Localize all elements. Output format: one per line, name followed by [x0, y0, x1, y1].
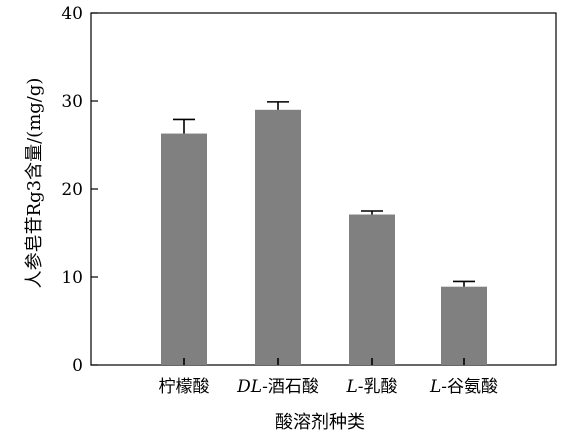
bar	[441, 286, 487, 365]
error-bar	[267, 101, 289, 110]
bars	[161, 109, 487, 365]
y-tick-label: 30	[61, 92, 83, 112]
y-tick-label: 20	[61, 180, 83, 200]
error-bar	[453, 280, 475, 287]
error-bar	[361, 210, 383, 215]
bar	[255, 109, 301, 365]
x-tick-label: 柠檬酸	[159, 377, 210, 397]
x-tick-label: L-谷氨酸	[429, 377, 498, 397]
error-bars	[173, 101, 475, 287]
y-axis-ticks: 0 10 20 30 40	[61, 4, 98, 376]
x-tick-label: L-乳酸	[345, 377, 397, 397]
x-axis-ticks: 柠檬酸 DL-酒石酸 L-乳酸 L-谷氨酸	[159, 358, 498, 397]
x-axis-title: 酸溶剂种类	[275, 412, 365, 433]
bar	[161, 133, 207, 365]
x-tick-label: DL-酒石酸	[236, 377, 319, 397]
y-tick-label: 0	[72, 356, 83, 376]
bar	[349, 214, 395, 365]
error-bar	[173, 118, 195, 134]
y-tick-label: 10	[61, 268, 83, 288]
y-axis-title: 人参皂苷Rg3含量/(mg/g)	[24, 78, 45, 289]
y-tick-label: 40	[61, 4, 83, 24]
